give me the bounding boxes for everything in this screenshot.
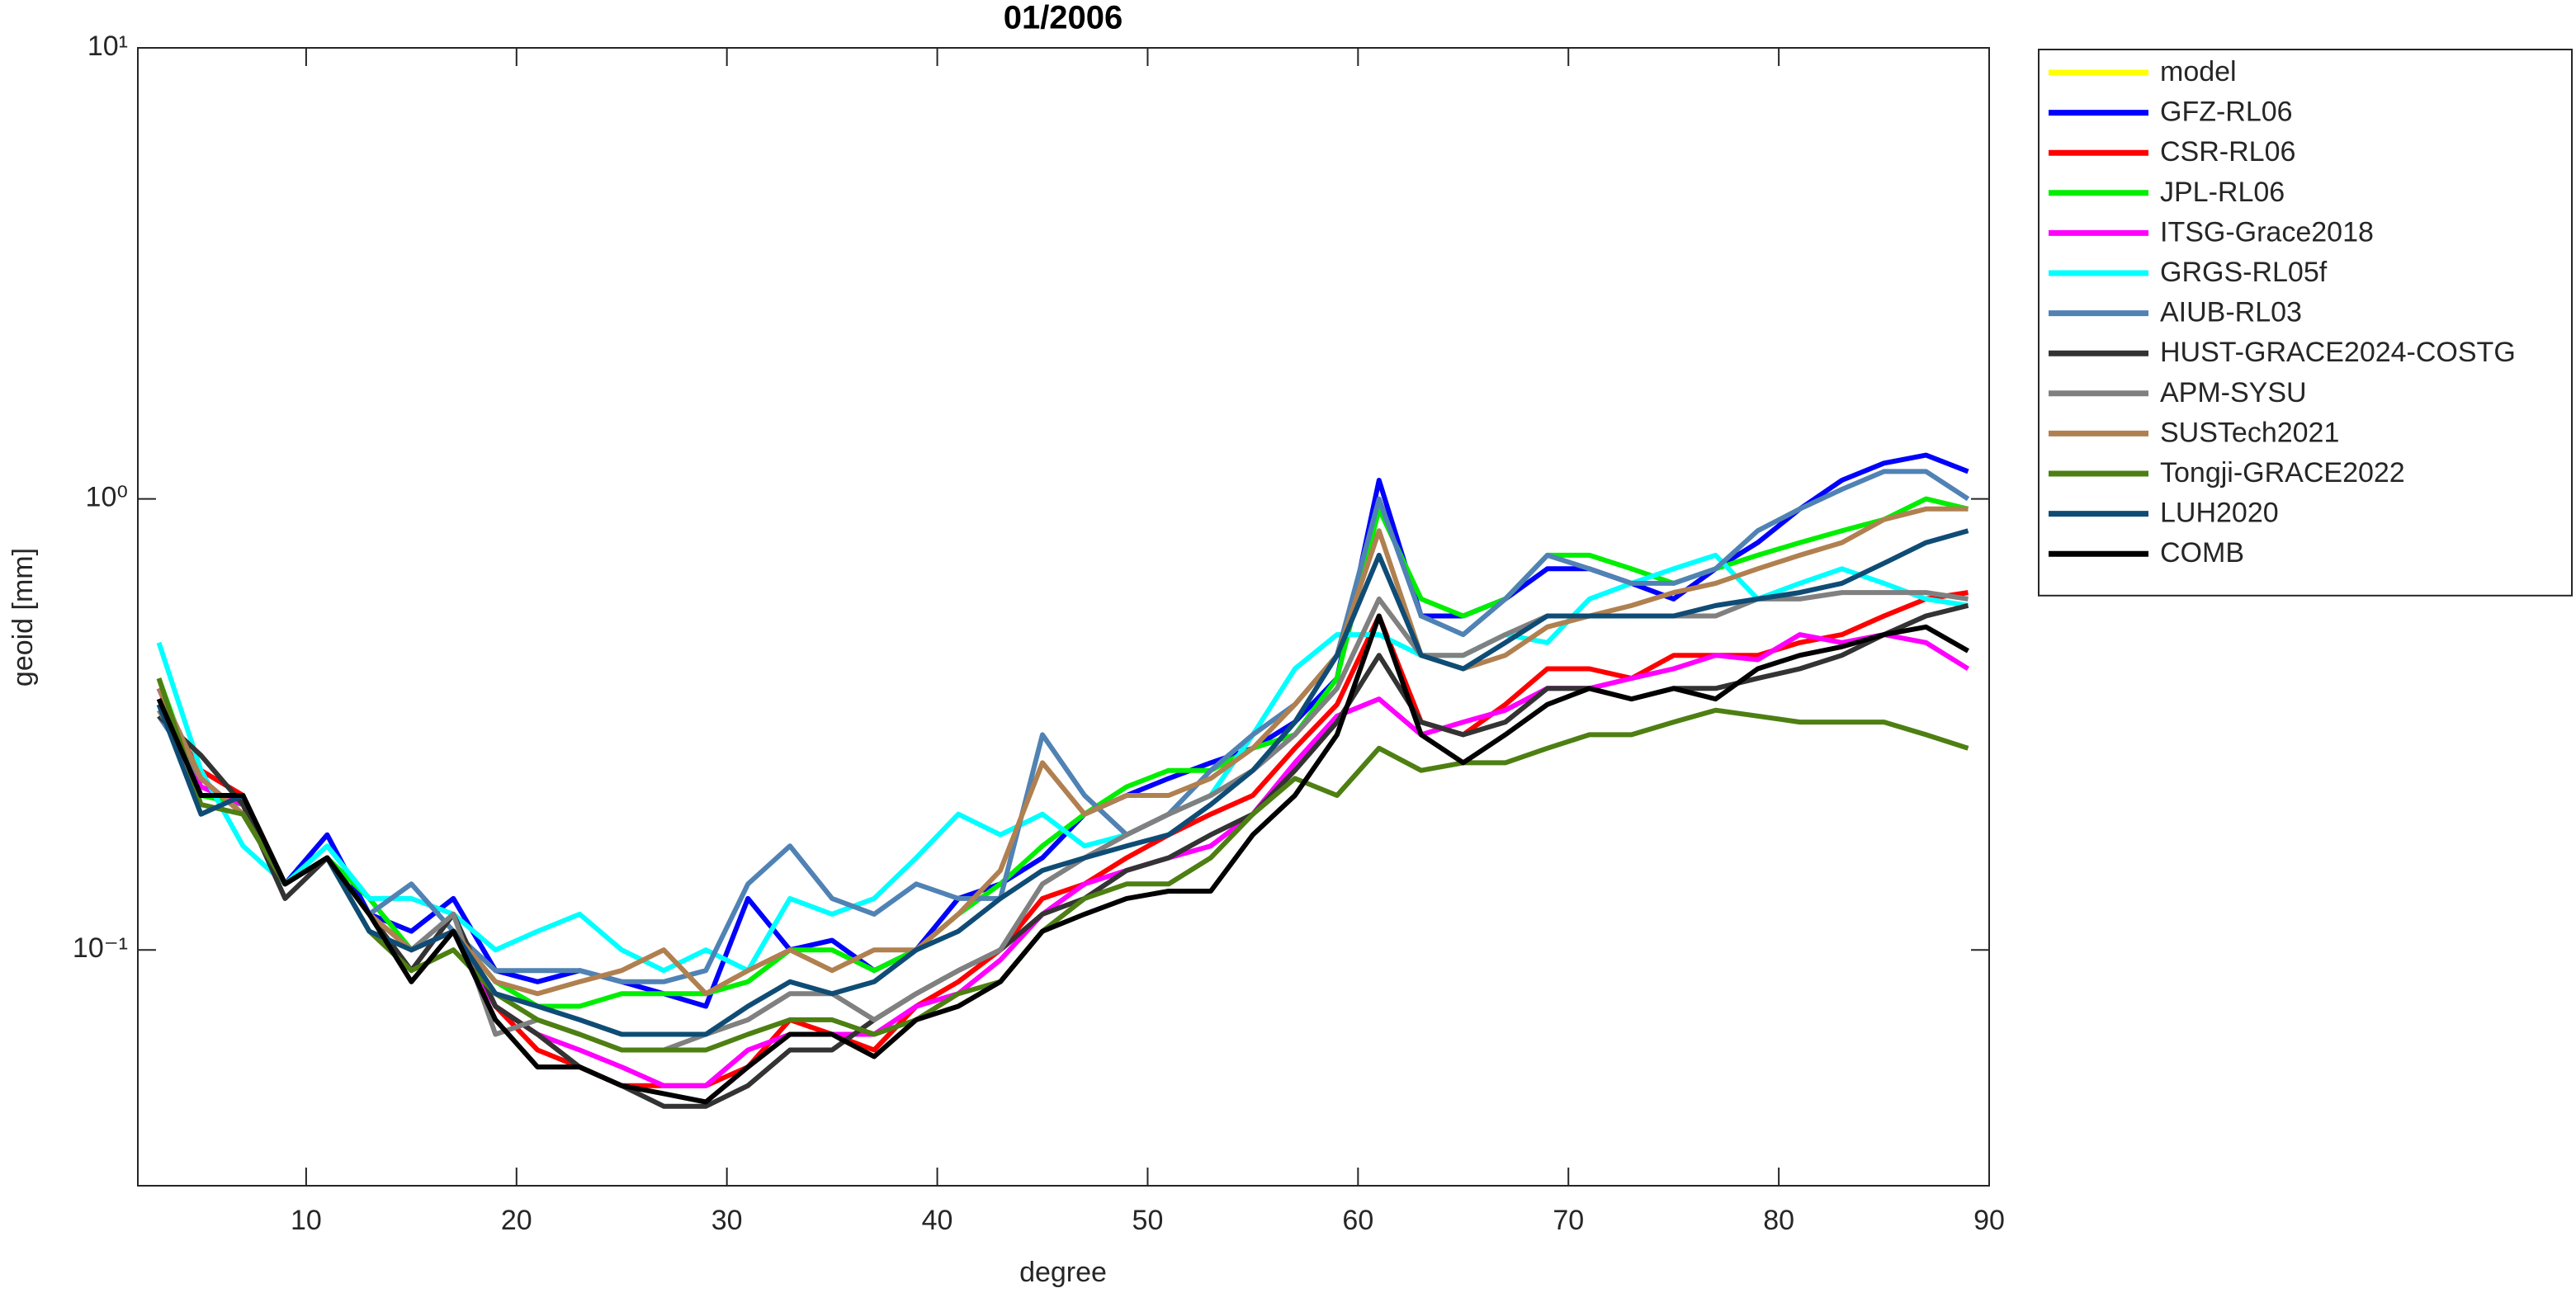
x-tick-label: 70 — [1553, 1205, 1584, 1236]
legend-label: LUH2020 — [2160, 498, 2279, 529]
x-axis-label: degree — [1019, 1257, 1107, 1288]
legend-label: SUSTech2021 — [2160, 417, 2339, 448]
axes-box — [137, 47, 1990, 1187]
legend-box — [2038, 49, 2573, 597]
legend-label: AIUB-RL03 — [2160, 297, 2302, 328]
chart-title: 01/2006 — [1004, 0, 1123, 36]
x-tick-label: 50 — [1132, 1205, 1164, 1236]
x-tick-label: 20 — [501, 1205, 532, 1236]
y-tick-label: 10¹ — [87, 31, 128, 62]
legend-label: APM-SYSU — [2160, 377, 2307, 408]
legend-label: model — [2160, 56, 2237, 87]
legend-label: GFZ-RL06 — [2160, 97, 2293, 128]
x-tick-label: 80 — [1763, 1205, 1794, 1236]
legend-label: CSR-RL06 — [2160, 136, 2295, 168]
legend-label: COMB — [2160, 537, 2244, 569]
legend-label: GRGS-RL05f — [2160, 257, 2328, 288]
series-line — [156, 677, 1969, 1053]
legend-label: Tongji-GRACE2022 — [2160, 457, 2405, 488]
x-tick-label: 60 — [1342, 1205, 1373, 1236]
x-tick-label: 30 — [711, 1205, 743, 1236]
series-line — [156, 613, 1969, 1105]
legend-label: JPL-RL06 — [2160, 177, 2285, 208]
y-tick-label: 10⁻¹ — [73, 932, 128, 964]
y-axis-label: geoid [mm] — [7, 548, 39, 687]
series-line — [156, 552, 1969, 974]
legend-label: ITSG-Grace2018 — [2160, 216, 2374, 248]
y-tick-label: 10⁰ — [86, 482, 128, 513]
x-tick-label: 90 — [1973, 1205, 2005, 1236]
x-tick-label: 40 — [922, 1205, 953, 1236]
x-tick-label: 10 — [291, 1205, 322, 1236]
legend-label: HUST-GRACE2024-COSTG — [2160, 337, 2516, 368]
